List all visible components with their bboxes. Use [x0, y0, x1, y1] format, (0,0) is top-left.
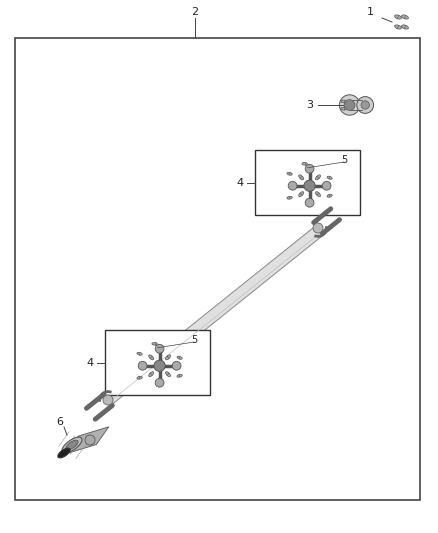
Text: 5: 5: [341, 155, 347, 165]
Circle shape: [361, 101, 369, 109]
Circle shape: [305, 164, 314, 173]
Circle shape: [154, 360, 165, 372]
Ellipse shape: [287, 172, 292, 175]
Text: 4: 4: [86, 358, 94, 368]
Ellipse shape: [299, 175, 304, 180]
Ellipse shape: [402, 15, 409, 19]
Ellipse shape: [58, 448, 70, 458]
Ellipse shape: [315, 192, 321, 197]
Circle shape: [339, 95, 360, 115]
Text: 3: 3: [307, 100, 314, 110]
Ellipse shape: [395, 25, 402, 29]
Text: 2: 2: [191, 7, 198, 17]
Ellipse shape: [315, 175, 321, 180]
Text: 6: 6: [57, 417, 64, 427]
Ellipse shape: [62, 437, 82, 453]
Ellipse shape: [137, 352, 142, 355]
Ellipse shape: [177, 374, 182, 377]
Circle shape: [322, 181, 331, 190]
Text: 1: 1: [367, 7, 374, 17]
Polygon shape: [66, 427, 109, 454]
Circle shape: [313, 223, 323, 233]
Polygon shape: [104, 225, 324, 405]
Circle shape: [155, 344, 164, 353]
Circle shape: [357, 96, 374, 114]
Ellipse shape: [287, 196, 292, 199]
Ellipse shape: [341, 107, 346, 110]
Circle shape: [288, 181, 297, 190]
Ellipse shape: [66, 440, 78, 450]
Bar: [255, 150, 360, 215]
Circle shape: [103, 395, 113, 405]
Circle shape: [344, 100, 355, 110]
Bar: [105, 330, 210, 395]
Ellipse shape: [148, 372, 154, 377]
Ellipse shape: [395, 15, 402, 19]
Circle shape: [172, 361, 181, 370]
Ellipse shape: [302, 163, 307, 165]
Ellipse shape: [137, 376, 142, 379]
Ellipse shape: [299, 192, 304, 197]
Circle shape: [155, 378, 164, 387]
Circle shape: [304, 180, 315, 191]
Text: 4: 4: [237, 178, 244, 188]
Circle shape: [85, 435, 95, 445]
Ellipse shape: [166, 372, 170, 377]
Bar: [15, 38, 420, 500]
Ellipse shape: [402, 25, 409, 29]
Bar: [350, 100, 365, 110]
Ellipse shape: [327, 176, 332, 179]
Ellipse shape: [166, 355, 170, 360]
Ellipse shape: [148, 355, 154, 360]
Text: 5: 5: [191, 335, 197, 345]
Ellipse shape: [177, 356, 182, 359]
Ellipse shape: [341, 100, 346, 103]
Circle shape: [305, 198, 314, 207]
Ellipse shape: [152, 342, 157, 345]
Circle shape: [138, 361, 147, 370]
Ellipse shape: [327, 194, 332, 197]
